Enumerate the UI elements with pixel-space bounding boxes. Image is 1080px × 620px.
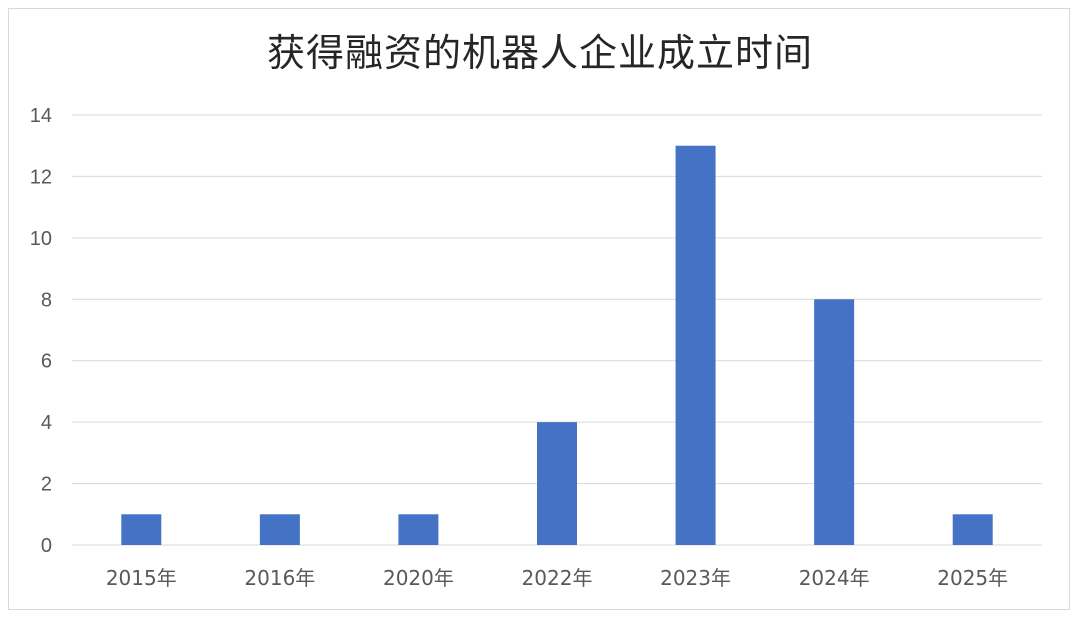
x-tick-label: 2023年 [660,566,731,590]
y-tick-label: 10 [30,228,52,250]
y-tick-label: 12 [30,166,52,188]
x-tick-label: 2022年 [522,566,593,590]
x-axis-ticks: 2015年 2016年 2020年 2022年 2023年 2024年 2025年 [106,566,1008,590]
x-tick-label: 2025年 [937,566,1008,590]
x-tick-label: 2020年 [383,566,454,590]
chart-title: 获得融资的机器人企业成立时间 [266,31,813,75]
y-axis-ticks: 0 2 4 6 8 10 12 14 [30,105,52,557]
y-tick-label: 6 [41,351,52,373]
y-tick-label: 8 [41,289,52,311]
x-tick-label: 2016年 [244,566,315,590]
y-tick-label: 4 [41,412,52,434]
y-tick-label: 14 [30,105,52,127]
bar-2015年 [121,514,162,545]
bar-2025年 [952,514,993,545]
y-tick-label: 0 [41,535,52,557]
y-tick-label: 2 [41,474,52,496]
bars [121,145,993,545]
bar-2023年 [675,145,716,545]
x-tick-label: 2015年 [106,566,177,590]
bar-2020年 [398,514,439,545]
x-tick-label: 2024年 [799,566,870,590]
bar-2022年 [537,422,577,545]
bar-2024年 [814,299,855,545]
bar-2016年 [259,514,300,545]
